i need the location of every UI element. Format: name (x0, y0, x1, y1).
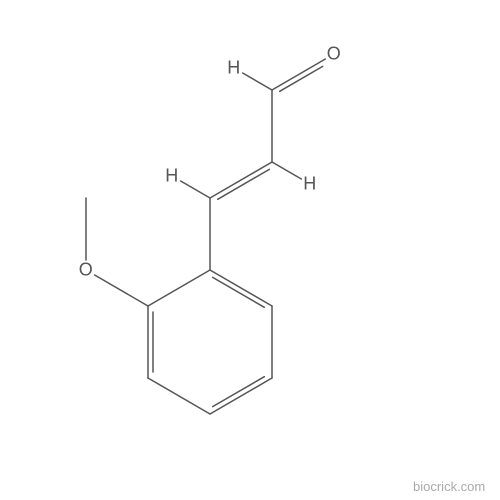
atom-label-h10: H (303, 174, 317, 195)
molecule-canvas: O O H H H biocrick.com (0, 0, 500, 500)
atom-label-o7: O (79, 260, 94, 281)
bond-layer (0, 0, 500, 500)
atom-label-o12: O (327, 44, 342, 65)
watermark-text: biocrick.com (413, 479, 485, 494)
atom-label-h9: H (165, 166, 179, 187)
atom-label-h11: H (227, 58, 241, 79)
